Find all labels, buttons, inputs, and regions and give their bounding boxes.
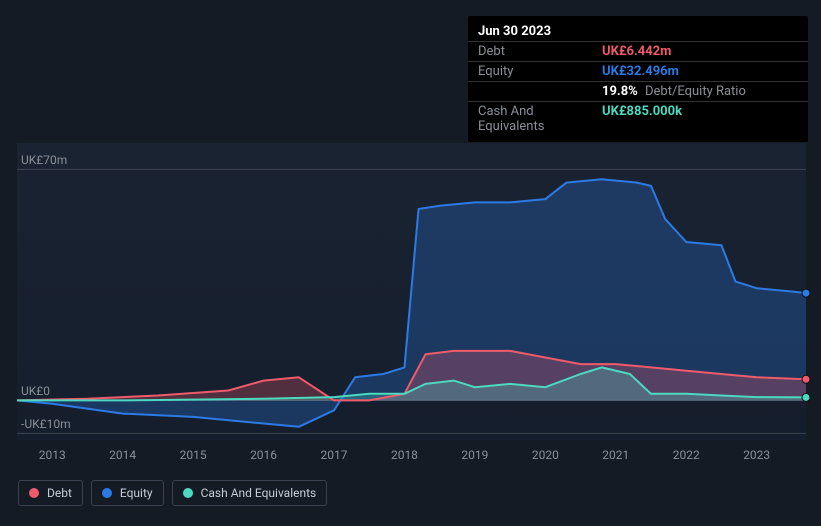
legend-item-debt[interactable]: Debt: [18, 480, 83, 506]
x-axis-label: 2017: [314, 448, 354, 462]
swatch-cash: [183, 488, 193, 498]
legend-label-cash: Cash And Equivalents: [201, 486, 317, 500]
x-axis-label: 2019: [455, 448, 495, 462]
tooltip-equity-label: Equity: [478, 64, 602, 79]
tooltip-ratio-value: 19.8%: [602, 84, 638, 99]
x-axis-label: 2013: [32, 448, 72, 462]
x-axis-label: 2014: [103, 448, 143, 462]
swatch-debt: [29, 488, 39, 498]
y-axis-label: UK£70m: [21, 153, 81, 167]
legend-item-equity[interactable]: Equity: [91, 480, 164, 506]
legend-label-debt: Debt: [47, 486, 72, 500]
chart-legend: Debt Equity Cash And Equivalents: [18, 480, 327, 506]
chart-tooltip: Jun 30 2023 Debt UK£6.442m Equity UK£32.…: [468, 16, 808, 142]
tooltip-ratio-label: [478, 84, 602, 99]
swatch-equity: [102, 488, 112, 498]
x-axis-label: 2021: [596, 448, 636, 462]
x-axis-label: 2015: [173, 448, 213, 462]
tooltip-debt-value: UK£6.442m: [602, 44, 671, 59]
x-axis-label: 2018: [384, 448, 424, 462]
tooltip-equity-value: UK£32.496m: [602, 64, 679, 79]
y-axis-label: UK£0: [21, 384, 81, 398]
y-axis-label: -UK£10m: [21, 417, 81, 431]
tooltip-date: Jun 30 2023: [478, 24, 602, 39]
tooltip-cash-value: UK£885.000k: [602, 104, 682, 134]
tooltip-cash-label: Cash And Equivalents: [478, 104, 602, 134]
tooltip-ratio-suffix: Debt/Equity Ratio: [645, 84, 746, 99]
x-axis-label: 2016: [244, 448, 284, 462]
legend-label-equity: Equity: [120, 486, 153, 500]
x-axis-label: 2020: [525, 448, 565, 462]
x-axis-label: 2023: [737, 448, 777, 462]
x-axis-label: 2022: [666, 448, 706, 462]
legend-item-cash[interactable]: Cash And Equivalents: [172, 480, 328, 506]
tooltip-debt-label: Debt: [478, 44, 602, 59]
